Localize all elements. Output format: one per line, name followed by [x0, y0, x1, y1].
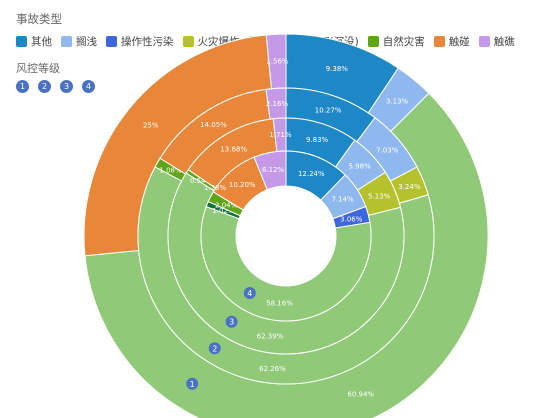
slice-label: 1.28% [204, 184, 227, 192]
legend-swatch [106, 36, 117, 47]
ring-level-badge[interactable] [243, 286, 256, 299]
slice-label: 3.06% [340, 215, 363, 223]
slice-label: 9.38% [326, 65, 349, 73]
slice-label: 10.20% [229, 181, 256, 189]
slice-label: 7.03% [376, 146, 399, 154]
donut-slice[interactable] [200, 205, 372, 322]
legend-swatch [433, 36, 445, 47]
legend-swatch [182, 36, 194, 47]
legend-label: 触碰 [448, 36, 470, 48]
slice-label: 25% [143, 121, 159, 129]
legend-swatch [367, 36, 379, 47]
slice-label: 62.26% [259, 365, 286, 373]
legend-item[interactable]: 自然灾害 [367, 34, 425, 49]
legend-title: 事故类型 [16, 12, 62, 26]
legend-swatch [61, 36, 72, 47]
legend-label: 其他 [31, 36, 52, 48]
slice-label: 60.94% [347, 391, 374, 399]
legend-label: 触礁 [493, 36, 515, 48]
slice-label: 0.54% [190, 177, 213, 185]
ring-level-label: 4 [247, 289, 252, 298]
slice-label: 3.24% [398, 183, 421, 191]
legend-swatch [478, 36, 490, 47]
risk-level-badge[interactable]: 4 [82, 80, 95, 93]
ring-level-label: 2 [212, 344, 217, 353]
slice-label: 2.16% [266, 100, 289, 108]
donut-slice[interactable] [253, 150, 287, 191]
legend-item[interactable]: 触碰 [433, 34, 470, 49]
slice-label: 2.04% [215, 201, 238, 209]
legend-swatch [16, 36, 27, 47]
legend-item[interactable]: 操作性污染 [106, 34, 174, 49]
slice-label: 12.24% [298, 170, 325, 178]
legend-label: 搁浅 [76, 36, 97, 48]
slice-label: 1.56% [266, 58, 289, 66]
ring-level-label: 1 [190, 380, 195, 389]
slice-label: 58.16% [266, 300, 293, 308]
slice-label: 9.83% [306, 136, 329, 144]
slice-label: 1.71% [269, 131, 292, 139]
ring-level-label: 3 [229, 318, 234, 327]
legend-label: 自然灾害 [382, 36, 425, 48]
risk-level-badge[interactable]: 1 [16, 80, 29, 93]
legend-item[interactable]: 触礁 [478, 34, 515, 49]
ring-level-badge[interactable] [186, 377, 199, 390]
slice-label: 7.14% [331, 196, 354, 204]
ring-level-badge[interactable] [225, 315, 238, 328]
legend-item[interactable]: 搁浅 [61, 34, 97, 49]
slice-label: 3.13% [386, 97, 409, 105]
slice-label: 14.05% [200, 121, 227, 129]
slice-label: 13.68% [220, 146, 247, 154]
slice-label: 6.12% [262, 166, 285, 174]
slice-label: 1.08% [159, 166, 182, 174]
slice-label: 10.27% [315, 106, 342, 114]
risk-level-badge[interactable]: 2 [38, 80, 51, 93]
ring-level-badge[interactable] [208, 342, 221, 355]
risk-level-title: 风控等级 [16, 62, 60, 75]
slice-label: 5.13% [368, 192, 391, 200]
slice-label: 62.39% [257, 333, 284, 341]
legend-label: 操作性污染 [121, 36, 174, 48]
risk-level-badge[interactable]: 3 [60, 80, 73, 93]
legend-item[interactable]: 其他 [16, 34, 52, 49]
slice-label: 1.02% [212, 207, 235, 215]
slice-label: 5.98% [348, 163, 371, 171]
